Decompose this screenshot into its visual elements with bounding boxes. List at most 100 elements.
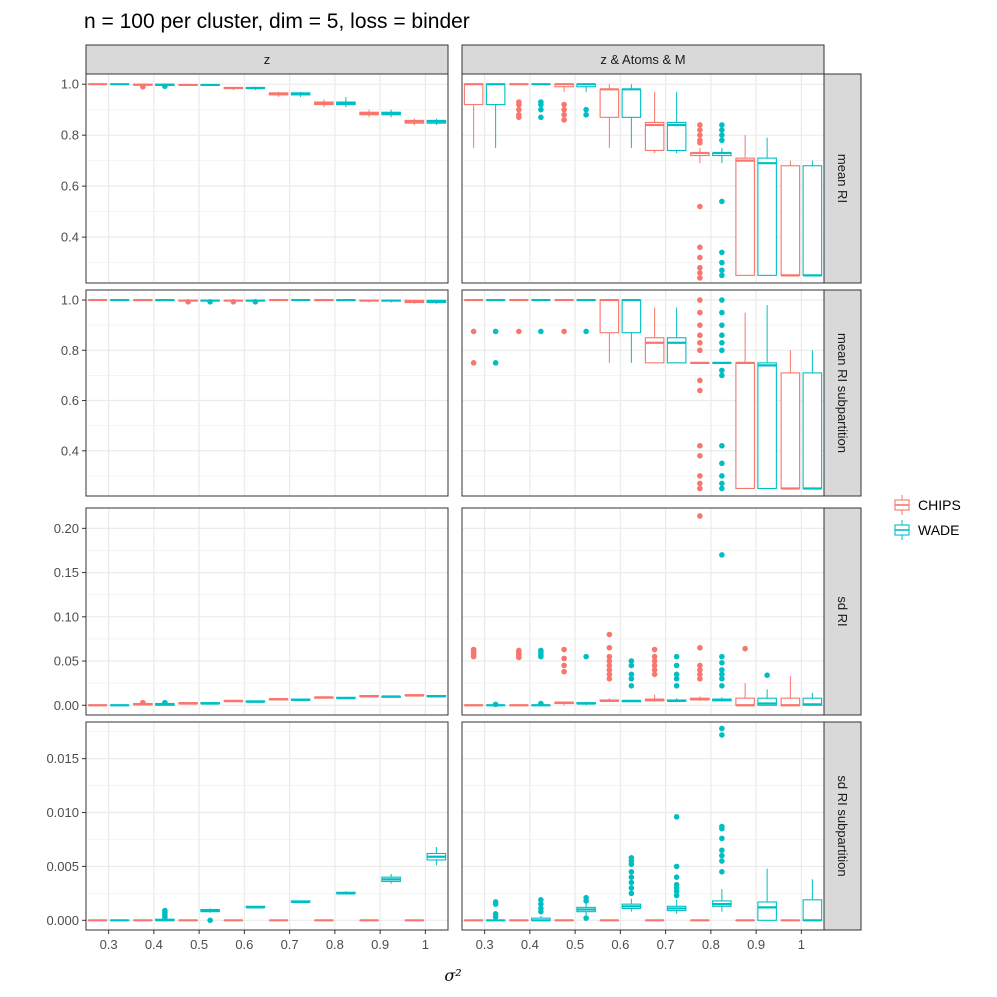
box-wade — [290, 698, 311, 702]
box-wade — [531, 647, 551, 707]
outlier-point — [538, 99, 544, 105]
x-tick-label: 0.7 — [281, 937, 299, 952]
box-body — [599, 299, 620, 334]
outlier-point — [606, 644, 613, 651]
column-strip-label: z — [264, 52, 271, 67]
y-tick-label: 0.8 — [61, 128, 79, 143]
box-chips — [178, 83, 198, 87]
outlier-point — [719, 852, 725, 859]
box-chips — [359, 109, 379, 118]
box-chips — [463, 646, 484, 707]
outlier-point — [719, 835, 725, 842]
outlier-point — [697, 244, 703, 251]
y-tick-label: 0.00 — [54, 698, 79, 713]
box-chips — [314, 298, 334, 302]
outlier-point — [719, 267, 725, 274]
outlier-point — [651, 667, 658, 673]
x-tick-label: 0.9 — [371, 937, 389, 952]
outlier-point — [628, 885, 635, 891]
box-wade — [621, 84, 642, 148]
box-chips — [359, 694, 379, 698]
outlier-point — [538, 328, 544, 335]
box-wade — [712, 725, 732, 912]
box-wade — [576, 83, 596, 118]
legend-label: CHIPS — [918, 497, 961, 513]
outlier-point — [606, 675, 613, 682]
y-tick-label: 0.10 — [54, 609, 79, 624]
box-wade — [531, 897, 551, 922]
y-tick-label: 0.4 — [61, 443, 79, 458]
x-tick-label: 0.5 — [566, 937, 584, 952]
outlier-point — [719, 259, 725, 266]
panel-border — [85, 289, 449, 497]
box-wade — [666, 653, 687, 702]
x-axis-title: σ² — [444, 966, 461, 985]
outlier-point — [651, 662, 658, 669]
box-wade — [381, 695, 401, 698]
outlier-point — [719, 367, 725, 374]
outlier-point — [561, 101, 567, 108]
outlier-point — [697, 442, 703, 449]
box-chips — [359, 299, 379, 303]
box-chips — [268, 697, 289, 701]
box-wade — [485, 298, 506, 366]
outlier-point — [516, 111, 522, 118]
outlier-point — [651, 671, 658, 678]
box-wade — [666, 814, 687, 914]
box-wade — [381, 299, 401, 303]
outlier-point — [651, 646, 658, 653]
outlier-point — [697, 347, 703, 354]
outlier-point — [697, 485, 703, 492]
outlier-point — [492, 911, 499, 917]
box-wade — [757, 868, 777, 921]
box-chips — [509, 83, 529, 121]
outlier-point — [673, 653, 680, 660]
panel-background — [86, 508, 448, 715]
outlier-point — [492, 701, 499, 708]
outlier-point — [140, 699, 146, 706]
box-chips — [599, 84, 620, 148]
outlier-point — [697, 264, 703, 271]
box-body — [802, 899, 823, 921]
y-tick-label: 1.0 — [61, 77, 79, 92]
panel-border — [461, 289, 825, 497]
outlier-point — [719, 683, 725, 689]
outlier-point — [719, 725, 725, 732]
x-tick-label: 1 — [422, 937, 429, 952]
outlier-point — [719, 309, 725, 316]
outlier-point — [697, 270, 703, 276]
box-wade — [290, 91, 311, 97]
outlier-point — [538, 106, 544, 113]
box-body — [735, 362, 755, 490]
x-tick-label: 0.3 — [476, 937, 494, 952]
chart-title: n = 100 per cluster, dim = 5, loss = bin… — [84, 10, 470, 33]
box-chips — [780, 676, 801, 707]
panel-background — [86, 290, 448, 496]
box-wade — [485, 83, 506, 148]
outlier-point — [162, 907, 168, 914]
box-body — [757, 697, 777, 706]
outlier-point — [673, 874, 680, 880]
outlier-point — [561, 668, 567, 675]
box-chips — [314, 696, 334, 699]
outlier-point — [516, 328, 522, 335]
outlier-point — [628, 854, 635, 861]
box-wade — [336, 96, 356, 108]
outlier-point — [538, 700, 544, 707]
outlier-point — [719, 272, 725, 279]
box-body — [621, 299, 642, 334]
box-wade — [802, 879, 823, 922]
box-wade — [245, 299, 266, 305]
x-tick-label: 0.9 — [747, 937, 765, 952]
box-chips — [599, 631, 620, 702]
box-body — [735, 157, 755, 276]
box-wade — [200, 299, 220, 305]
box-chips — [404, 299, 425, 304]
outlier-point — [697, 480, 703, 487]
outlier-point — [697, 513, 703, 519]
outlier-point — [719, 332, 725, 339]
panel-background — [86, 722, 448, 930]
box-body — [666, 121, 687, 152]
box-chips — [463, 83, 484, 148]
outlier-point — [470, 328, 477, 335]
